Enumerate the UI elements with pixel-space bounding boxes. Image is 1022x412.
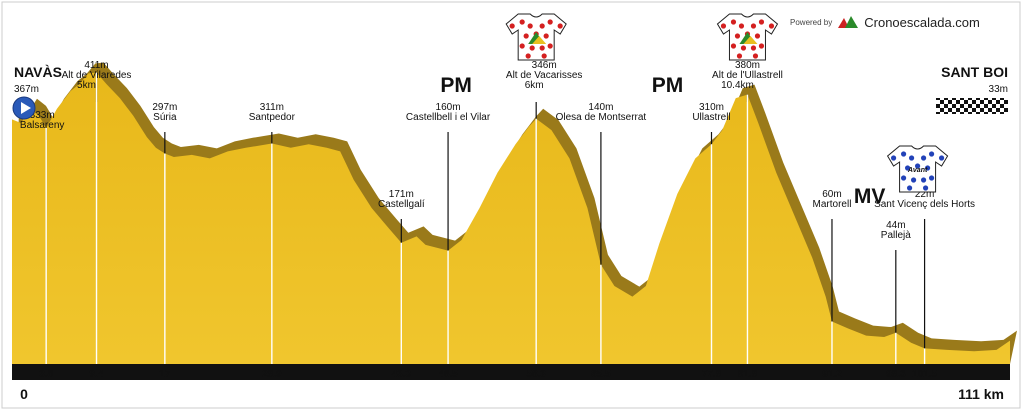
waypoint-altitude: 297m xyxy=(152,102,177,113)
km-tick-label: 77.8 xyxy=(702,369,722,380)
waypoint-altitude: 333m xyxy=(30,110,55,121)
axis-end-label: 111 km xyxy=(958,386,1004,402)
waypoint-name: Alt de Vacarisses xyxy=(506,70,583,81)
checkered-flag-icon xyxy=(936,98,1008,114)
km-tick-label: 28.9 xyxy=(262,369,282,380)
brand-name[interactable]: Cronoescalada.com xyxy=(864,14,980,30)
waypoint-name: Sant Vicenç dels Horts xyxy=(874,199,975,210)
finish-altitude: 33m xyxy=(989,84,1008,95)
km-tick-label: 58.3 xyxy=(526,369,546,380)
km-tick-label: 91.2 xyxy=(822,369,842,380)
waypoint-name: Castellbell i el Vilar xyxy=(406,112,491,123)
km-axis-bar xyxy=(12,364,1010,380)
km-tick-label: 65.5 xyxy=(591,369,611,380)
waypoint-altitude: 44m xyxy=(886,220,905,231)
waypoint-altitude: 171m xyxy=(389,189,414,200)
branding: Powered by Cronoescalada.com xyxy=(790,12,1015,32)
waypoint-altitude: 160m xyxy=(436,102,461,113)
climb-length: 5km xyxy=(77,80,96,91)
waypoint-name: Ullastrell xyxy=(692,112,730,123)
waypoint-altitude: 380m xyxy=(735,60,760,71)
waypoint-name: Alt de Vilaredes xyxy=(62,70,132,81)
play-icon xyxy=(12,96,36,120)
waypoint-altitude: 411m xyxy=(84,60,108,71)
waypoint-name: Martorell xyxy=(813,199,852,210)
km-tick-label: 43.3 xyxy=(392,369,412,380)
mountain-logo-icon xyxy=(838,16,859,28)
waypoint-name: Santpedor xyxy=(249,112,296,123)
kom-badge: PM xyxy=(652,74,684,97)
km-tick-label: 101.5 xyxy=(912,369,937,380)
km-tick-label: 81.8 xyxy=(738,369,758,380)
waypoint-name: Pallejà xyxy=(881,230,911,241)
polka-dot-jersey-icon xyxy=(505,13,567,61)
waypoint-name: Alt de l'Ullastrell xyxy=(712,70,783,81)
waypoint-altitude: 346m xyxy=(532,60,557,71)
km-tick-label: 98.3 xyxy=(886,369,906,380)
km-tick-label: 48.5 xyxy=(438,369,458,380)
waypoint-altitude: 60m xyxy=(822,189,841,200)
jersey-sponsor-text: Avant xyxy=(907,167,928,174)
waypoint-name: Súria xyxy=(153,112,177,123)
waypoint-altitude: 310m xyxy=(699,102,724,113)
polka-dot-jersey-icon xyxy=(716,13,779,61)
start-name: NAVÀS xyxy=(14,64,62,80)
profile-area xyxy=(12,72,1010,364)
blue-dot-jersey-icon: Avant xyxy=(886,145,949,193)
climb-length: 6km xyxy=(525,80,544,91)
waypoint-name: Olesa de Montserrat xyxy=(556,112,647,123)
finish-name: SANT BOI xyxy=(941,64,1008,80)
waypoint-name: Castellgalí xyxy=(378,199,425,210)
start-altitude: 367m xyxy=(14,84,39,95)
km-tick-label: 9.4 xyxy=(90,369,104,380)
axis-start-label: 0 xyxy=(20,386,28,402)
kom-badge: PM xyxy=(440,74,472,97)
waypoint-name: Balsareny xyxy=(20,120,64,131)
sprint-badge: MV xyxy=(854,185,886,208)
waypoint-altitude: 22m xyxy=(915,189,934,200)
climb-length: 10.4km xyxy=(721,80,754,91)
waypoint-altitude: 140m xyxy=(588,102,613,113)
km-tick-label: 3.8 xyxy=(39,369,53,380)
km-tick-label: 17 xyxy=(159,369,171,380)
powered-by-label: Powered by xyxy=(790,17,833,27)
waypoint-altitude: 311m xyxy=(260,102,284,113)
